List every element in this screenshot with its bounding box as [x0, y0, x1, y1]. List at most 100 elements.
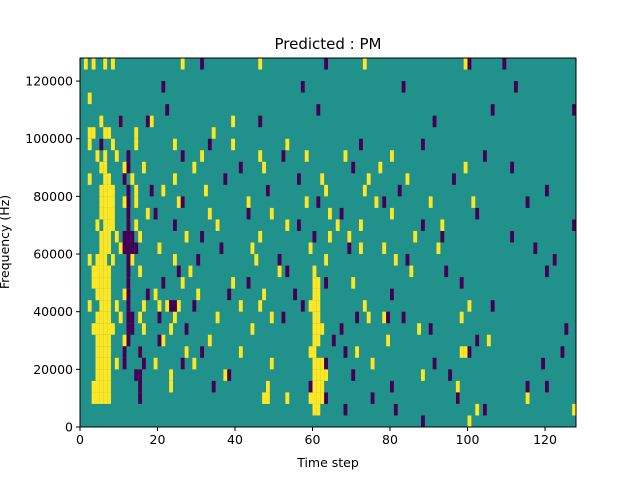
low-cell-109: [122, 346, 127, 358]
low-cell-126: [138, 380, 143, 393]
low-cell-44: [246, 207, 251, 220]
high-cell-65: [176, 196, 181, 208]
low-cell-24: [126, 161, 131, 174]
high-cell-60: [103, 196, 108, 208]
high-cell-180: [382, 311, 387, 324]
low-cell-133: [324, 392, 329, 404]
high-cell-207: [99, 346, 104, 358]
high-cell-55: [204, 184, 208, 197]
high-cell-213: [308, 346, 313, 358]
low-cell-128: [308, 380, 313, 393]
high-cell-140: [316, 277, 321, 289]
high-cell-220: [103, 357, 108, 370]
low-cell-19: [421, 138, 425, 151]
high-cell-107: [308, 242, 313, 255]
low-cell-60: [126, 242, 131, 255]
high-cell-112: [95, 254, 100, 266]
high-cell-172: [118, 311, 123, 324]
high-cell-155: [107, 300, 112, 312]
high-cell-223: [153, 357, 158, 370]
high-cell-144: [103, 288, 108, 301]
low-cell-8: [165, 104, 170, 116]
high-cell-262: [316, 392, 321, 404]
high-cell-149: [262, 288, 267, 301]
high-cell-100: [413, 230, 418, 243]
low-cell-69: [405, 254, 410, 266]
high-cell-239: [324, 369, 329, 381]
high-cell-27: [114, 150, 119, 162]
low-cell-72: [176, 265, 181, 278]
low-cell-85: [390, 288, 394, 301]
low-cell-94: [157, 311, 162, 324]
low-cell-75: [545, 265, 549, 278]
y-tick-label: 100000: [25, 131, 73, 146]
high-cell-202: [312, 334, 317, 347]
low-cell-102: [339, 323, 344, 335]
high-cell-131: [91, 277, 96, 289]
high-cell-214: [312, 346, 317, 358]
low-cell-6: [401, 81, 406, 93]
low-cell-71: [126, 265, 131, 278]
low-cell-119: [432, 357, 437, 370]
high-cell-173: [138, 311, 143, 324]
high-cell-83: [107, 219, 112, 231]
high-cell-244: [103, 380, 108, 393]
low-cell-79: [324, 277, 329, 289]
low-cell-125: [448, 369, 453, 381]
high-cell-225: [269, 357, 274, 370]
low-cell-2: [467, 58, 472, 70]
high-cell-137: [180, 277, 185, 289]
high-cell-252: [91, 392, 96, 404]
high-cell-86: [215, 219, 220, 231]
high-cell-96: [184, 230, 189, 243]
high-cell-208: [103, 346, 108, 358]
high-cell-59: [99, 196, 104, 208]
high-cell-236: [312, 369, 317, 381]
high-cell-148: [196, 288, 201, 301]
high-cell-111: [87, 254, 92, 266]
high-cell-228: [320, 357, 325, 370]
high-cell-78: [269, 207, 274, 220]
high-cell-43: [107, 173, 112, 185]
low-cell-12: [118, 115, 123, 128]
y-axis-ticks: 0 20000 40000 60000 80000 100000 120000: [25, 74, 80, 435]
low-cell-64: [347, 242, 352, 255]
low-cell-49: [297, 219, 301, 231]
low-cell-45: [339, 207, 344, 220]
high-cell-185: [103, 323, 108, 335]
low-cell-7: [514, 81, 518, 93]
high-cell-197: [103, 334, 108, 347]
high-cell-87: [285, 219, 290, 231]
high-cell-84: [111, 219, 115, 231]
low-cell-3: [502, 58, 507, 70]
high-cell-102: [103, 242, 108, 255]
high-cell-115: [111, 254, 115, 266]
x-axis-label: Time step: [296, 455, 359, 470]
high-cell-259: [285, 392, 290, 404]
low-cell-26: [351, 161, 356, 174]
high-cell-158: [157, 300, 162, 312]
high-cell-118: [254, 254, 259, 266]
low-cell-56: [312, 230, 317, 243]
high-cell-234: [169, 369, 174, 381]
high-cell-72: [103, 207, 108, 220]
high-cell-237: [316, 369, 321, 381]
low-cell-25: [238, 161, 243, 174]
high-cell-147: [153, 288, 158, 301]
low-cell-20: [126, 150, 131, 162]
low-cell-70: [552, 254, 557, 266]
high-cell-68: [374, 196, 379, 208]
low-cell-82: [145, 288, 150, 301]
low-cell-30: [297, 173, 301, 185]
low-cell-63: [219, 242, 224, 255]
x-tick-label: 20: [150, 432, 166, 447]
high-cell-95: [138, 230, 143, 243]
high-cell-212: [238, 346, 243, 358]
high-cell-21: [134, 138, 139, 151]
low-cell-29: [223, 173, 228, 185]
low-cell-127: [211, 380, 216, 393]
low-cell-46: [475, 207, 480, 220]
high-cell-63: [122, 196, 127, 208]
high-cell-151: [316, 288, 321, 301]
high-cell-139: [312, 277, 317, 289]
